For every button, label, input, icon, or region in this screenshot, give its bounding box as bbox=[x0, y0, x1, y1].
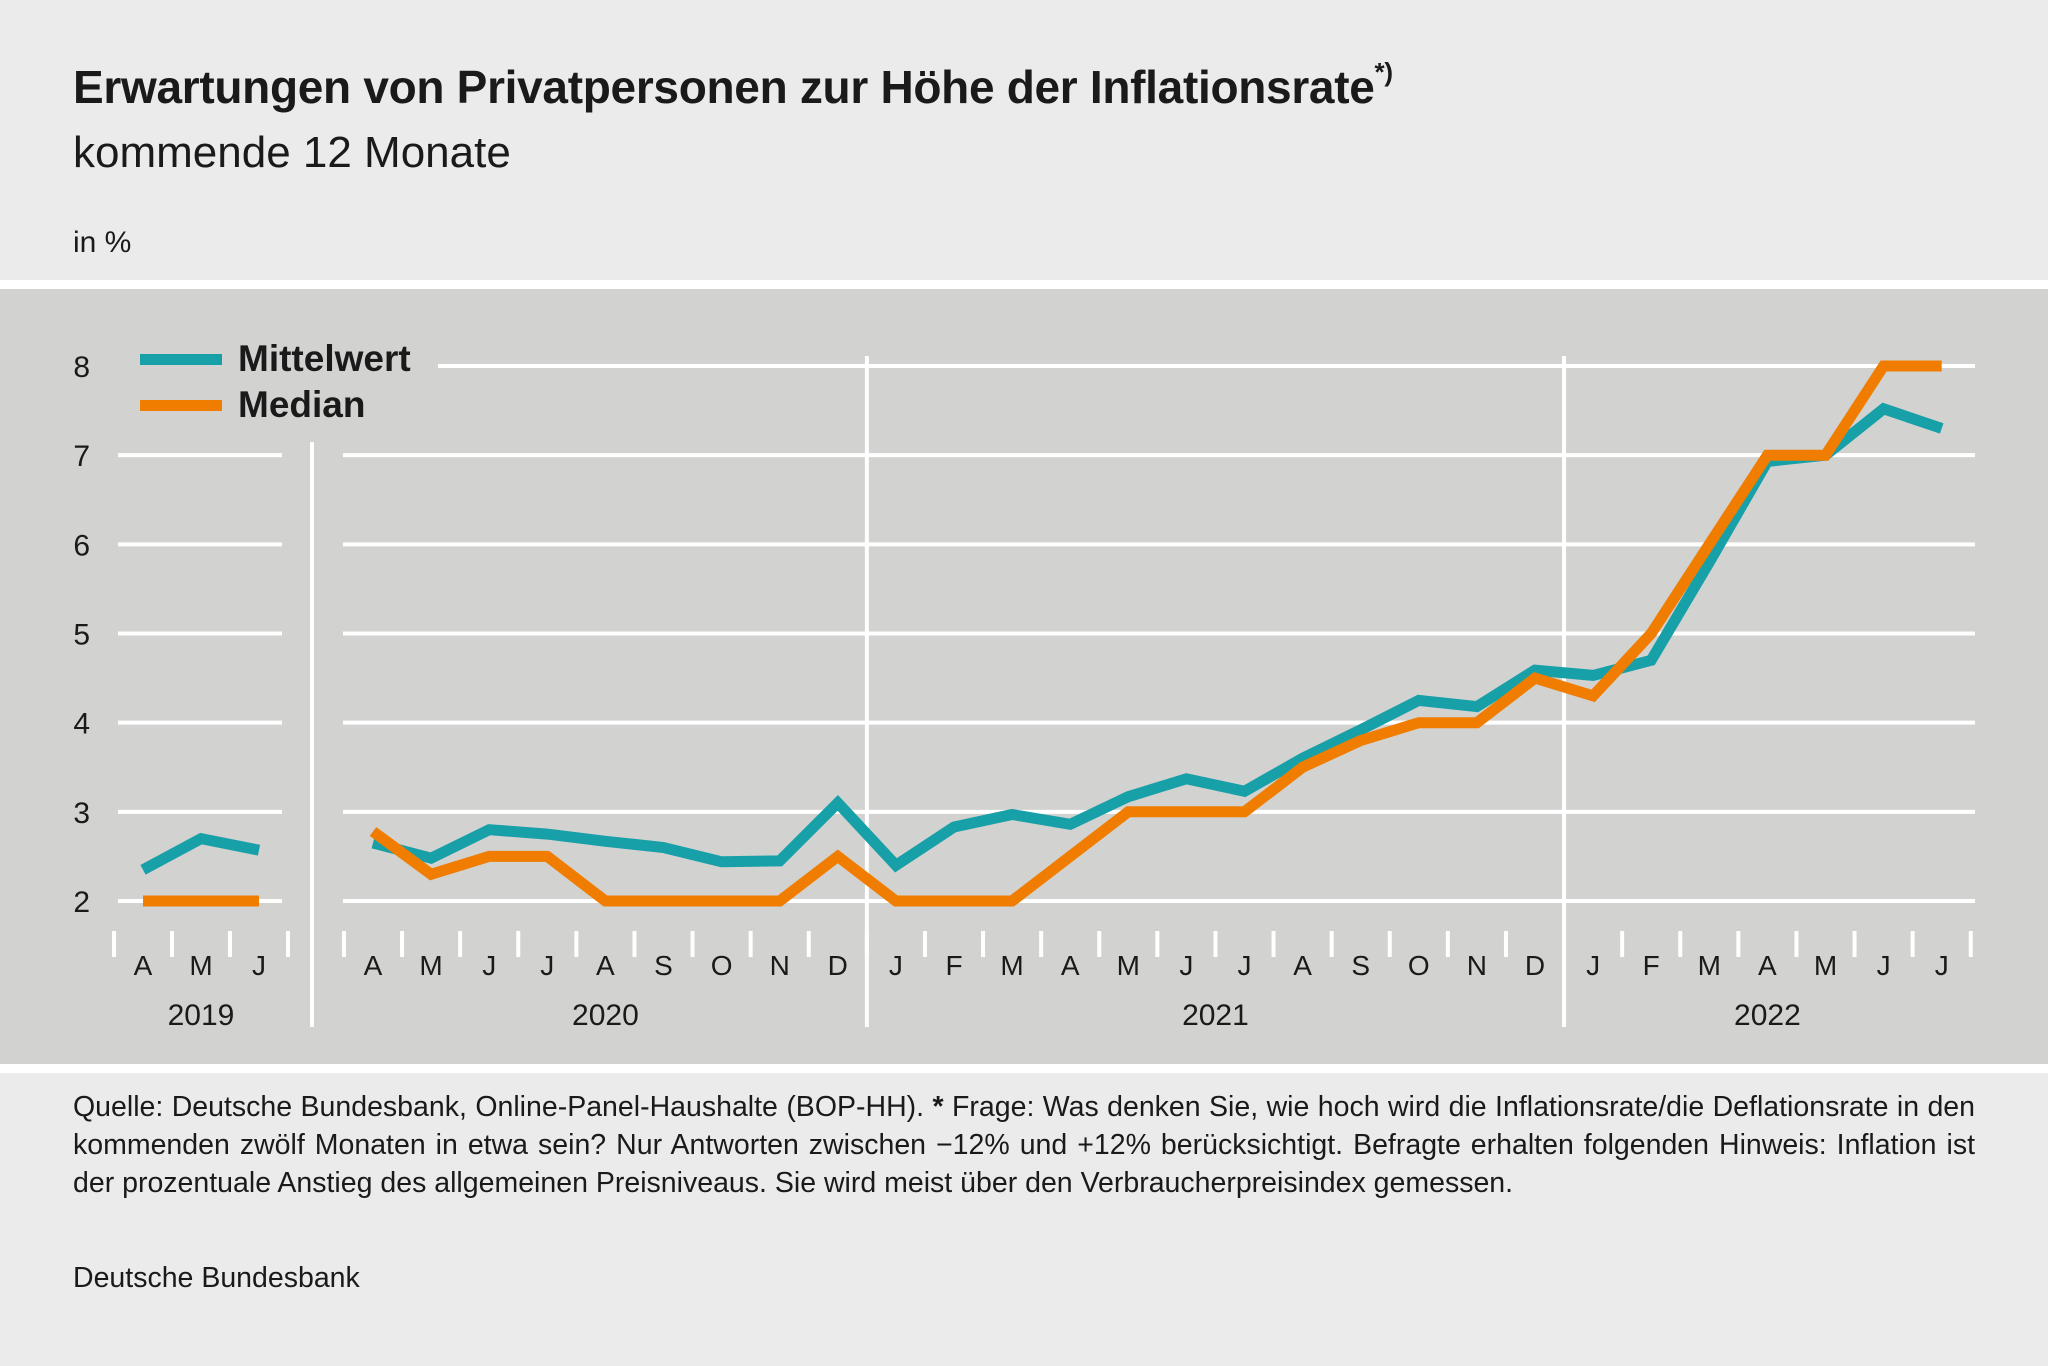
title-footnote-mark: *) bbox=[1374, 56, 1393, 87]
x-tick-label: M bbox=[1814, 950, 1837, 981]
legend-item-mittelwert: Mittelwert bbox=[140, 336, 411, 382]
legend-label-mittelwert: Mittelwert bbox=[238, 338, 411, 379]
x-tick-label: J bbox=[1877, 950, 1891, 981]
chart-title: Erwartungen von Privatpersonen zur Höhe … bbox=[73, 56, 1393, 113]
year-label-2019: 2019 bbox=[168, 999, 235, 1032]
x-tick-label: M bbox=[1117, 950, 1140, 981]
y-tick-label-7: 7 bbox=[73, 440, 90, 473]
x-tick-label: J bbox=[1238, 950, 1252, 981]
y-tick-label-3: 3 bbox=[73, 797, 90, 830]
series-line-2020-2022-median bbox=[369, 360, 1942, 907]
footnote-star: * bbox=[932, 1091, 944, 1123]
x-tick-label: F bbox=[945, 950, 962, 981]
legend-item-median: Median bbox=[140, 382, 411, 428]
x-tick-label: M bbox=[1000, 950, 1023, 981]
publisher: Deutsche Bundesbank bbox=[73, 1262, 360, 1294]
x-tick-label: F bbox=[1643, 950, 1660, 981]
y-tick-label-2: 2 bbox=[73, 886, 90, 919]
bottom-divider bbox=[0, 1064, 2048, 1073]
series-line-2019-mittelwert bbox=[140, 832, 261, 875]
legend-swatch-median bbox=[140, 399, 222, 411]
x-tick-label: J bbox=[540, 950, 554, 981]
x-tick-label: M bbox=[189, 950, 212, 981]
y-tick-label-5: 5 bbox=[73, 619, 90, 652]
x-tick-label: M bbox=[419, 950, 442, 981]
x-tick-label: D bbox=[828, 950, 848, 981]
x-tick-label: S bbox=[1351, 950, 1370, 981]
x-tick-label: J bbox=[1179, 950, 1193, 981]
year-label-2020: 2020 bbox=[572, 999, 639, 1032]
x-tick-label: A bbox=[1758, 950, 1777, 981]
y-axis-unit: in % bbox=[73, 226, 132, 259]
year-label-2021: 2021 bbox=[1182, 999, 1249, 1032]
chart-subtitle: kommende 12 Monate bbox=[73, 128, 511, 177]
x-tick-label: S bbox=[654, 950, 673, 981]
x-tick-label: N bbox=[1467, 950, 1487, 981]
x-tick-label: J bbox=[1935, 950, 1949, 981]
x-tick-label: A bbox=[1061, 950, 1080, 981]
year-label-2022: 2022 bbox=[1734, 999, 1801, 1032]
legend: Mittelwert Median bbox=[140, 336, 411, 428]
y-tick-label-8: 8 bbox=[73, 351, 90, 384]
top-divider bbox=[0, 280, 2048, 289]
plot-area bbox=[0, 289, 2048, 1064]
footnote-question: Frage: Was denken Sie, wie hoch wird die… bbox=[73, 1091, 1975, 1199]
x-tick-label: J bbox=[482, 950, 496, 981]
legend-swatch-mittelwert bbox=[140, 353, 222, 365]
x-tick-label: J bbox=[889, 950, 903, 981]
x-tick-label: A bbox=[134, 950, 153, 981]
x-tick-label: O bbox=[1408, 950, 1430, 981]
y-tick-label-6: 6 bbox=[73, 529, 90, 562]
x-tick-label: J bbox=[1586, 950, 1600, 981]
footnote: Quelle: Deutsche Bundesbank, Online-Pane… bbox=[73, 1088, 1975, 1202]
legend-label-median: Median bbox=[238, 384, 366, 425]
series-line-2020-2022-mittelwert bbox=[371, 402, 1944, 873]
x-tick-label: D bbox=[1525, 950, 1545, 981]
y-tick-label-4: 4 bbox=[73, 708, 90, 741]
x-tick-label: A bbox=[596, 950, 615, 981]
x-tick-label: A bbox=[364, 950, 383, 981]
footnote-source: Quelle: Deutsche Bundesbank, Online-Pane… bbox=[73, 1091, 925, 1123]
x-tick-label: O bbox=[711, 950, 733, 981]
x-tick-label: M bbox=[1698, 950, 1721, 981]
x-tick-label: J bbox=[252, 950, 266, 981]
x-tick-label: A bbox=[1293, 950, 1312, 981]
x-tick-label: N bbox=[770, 950, 790, 981]
